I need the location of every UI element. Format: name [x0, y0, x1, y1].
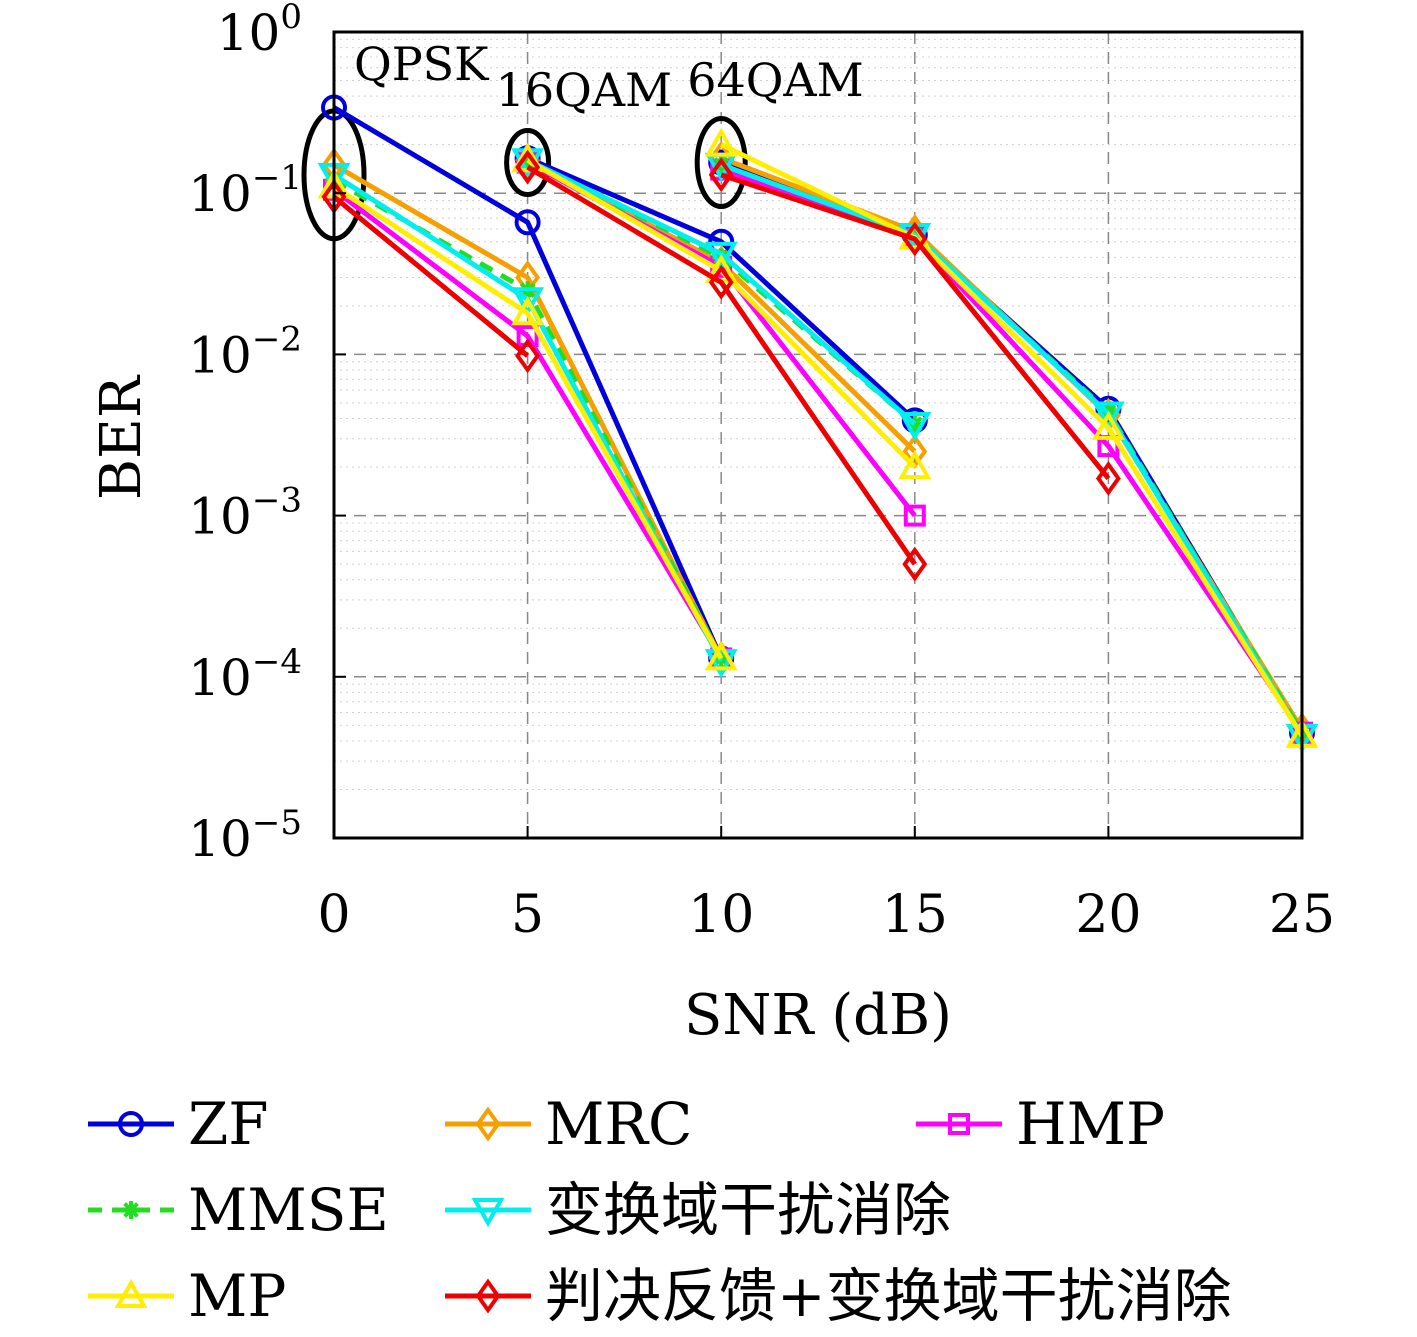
legend-entry-1: MRC: [445, 1090, 692, 1158]
series-line: [720, 172, 1111, 481]
series-line: [526, 155, 917, 423]
legend-label: MP: [188, 1262, 286, 1330]
legend-entry-6: 判决反馈+变换域干扰消除: [445, 1262, 1232, 1330]
data-point: [1091, 410, 1125, 440]
y-axis-label: BER: [89, 374, 154, 500]
series-line: [720, 155, 1305, 731]
legend-entry-2: HMP: [916, 1090, 1165, 1158]
annotation-64qam: 64QAM: [687, 53, 864, 107]
legend-entry-4: 变换域干扰消除: [445, 1176, 951, 1244]
series-5: [317, 127, 1319, 748]
series-line: [332, 187, 724, 660]
data-point: [704, 641, 738, 671]
legend-swatch-marker: [948, 1113, 970, 1135]
legend-swatch-marker: [475, 1106, 501, 1142]
x-tick-label: 15: [882, 885, 948, 945]
data-point: [704, 241, 738, 271]
series-1: [321, 140, 1315, 748]
x-tick-label: 10: [688, 885, 754, 945]
data-point: [515, 149, 541, 185]
series-line: [720, 160, 1305, 734]
series-line: [332, 162, 724, 660]
data-point: [1095, 461, 1121, 496]
legend-label: HMP: [1016, 1090, 1165, 1158]
series-line: [332, 184, 724, 660]
legend-label: MRC: [545, 1090, 692, 1158]
legend-swatch-marker: [114, 1278, 148, 1308]
data-point: [902, 221, 928, 257]
data-point: [708, 157, 734, 193]
x-tick-label: 0: [317, 885, 350, 945]
data-point: [511, 143, 545, 173]
x-tick-label: 25: [1269, 885, 1335, 945]
data-point: [704, 649, 738, 679]
series-line: [332, 105, 724, 660]
y-tick-label: 10−3: [188, 481, 302, 546]
series-3: [325, 151, 1311, 742]
legend: ZF MRC HMP MMSE 变换域干扰消除 MP 判决反馈+变换域干扰消除: [88, 1090, 1232, 1330]
legend-label: ZF: [188, 1090, 269, 1158]
series-4: [317, 148, 1319, 753]
annotations: QPSK 16QAM 64QAM: [354, 37, 864, 117]
y-tick-label: 10−2: [188, 319, 302, 384]
data-point: [704, 127, 738, 157]
data-point: [898, 412, 932, 442]
data-point: [1091, 401, 1125, 431]
data-point: [902, 546, 928, 582]
series-line: [526, 165, 917, 566]
axis-ticks: 0 5 10 15 20 25 100 10−1 10−2 10−3 10−4 10−5: [188, 0, 1335, 945]
y-tick-label: 10−1: [188, 158, 302, 223]
data-point: [708, 264, 734, 300]
legend-label: 判决反馈+变换域干扰消除: [545, 1262, 1232, 1330]
series-line: [332, 194, 530, 358]
x-tick-label: 5: [511, 885, 544, 945]
series-group: [317, 94, 1319, 753]
series-line: [720, 162, 1305, 734]
series-line: [720, 162, 1305, 738]
modulation-ellipse: [504, 128, 552, 198]
legend-swatch-marker: [471, 1198, 505, 1228]
legend-label: 变换域干扰消除: [545, 1176, 951, 1244]
series-6: [321, 149, 1121, 582]
legend-swatch-marker: [118, 1111, 144, 1137]
legend-label: MMSE: [188, 1176, 389, 1244]
plot-frame: [332, 30, 1304, 840]
series-line: [720, 167, 1305, 735]
annotation-16qam: 16QAM: [496, 63, 673, 117]
x-tick-label: 20: [1075, 885, 1141, 945]
data-point: [515, 338, 541, 374]
annotation-qpsk: QPSK: [354, 37, 490, 91]
x-axis-label: SNR (dB): [684, 983, 952, 1048]
legend-entry-5: MP: [88, 1262, 286, 1330]
data-point: [898, 450, 932, 480]
data-point: [511, 296, 545, 326]
grid: [333, 31, 1303, 839]
y-tick-label: 100: [217, 0, 302, 62]
legend-entry-3: MMSE: [88, 1176, 389, 1244]
legend-entry-0: ZF: [88, 1090, 269, 1158]
modulation-ellipse: [694, 116, 748, 210]
y-tick-label: 10−5: [188, 803, 302, 868]
legend-swatch-marker: [122, 1201, 140, 1219]
y-tick-label: 10−4: [188, 642, 302, 707]
marker-stroke: [123, 1202, 139, 1218]
data-point: [511, 287, 545, 317]
data-point: [903, 504, 926, 527]
series-line: [720, 142, 1305, 738]
legend-swatch-marker: [475, 1278, 501, 1314]
data-point: [514, 209, 541, 236]
